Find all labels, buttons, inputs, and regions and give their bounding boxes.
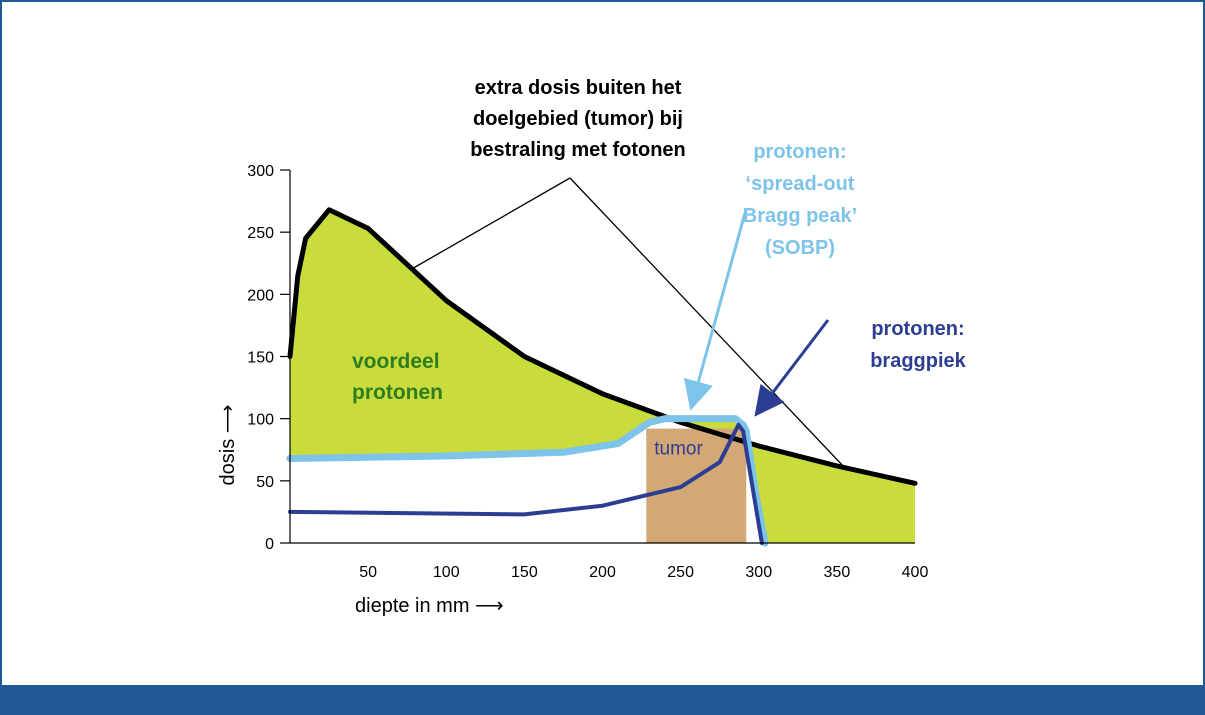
- pointer: [569, 177, 846, 469]
- x-tick-label: 400: [902, 564, 929, 581]
- annotation: extra dosis buiten het: [475, 77, 682, 99]
- y-tick-label: 100: [247, 412, 274, 429]
- pointer: [754, 319, 830, 417]
- x-tick-label: 350: [824, 564, 851, 581]
- x-tick-label: 300: [745, 564, 772, 581]
- series-line: [288, 422, 764, 545]
- annotation: ‘spread-out: [746, 173, 855, 195]
- annotation: doelgebied (tumor) bij: [473, 108, 683, 130]
- x-axis-label: diepte in mm ⟶: [355, 595, 504, 617]
- annotation: Bragg peak’: [743, 205, 857, 227]
- y-axis-label: dosis ⟶: [217, 405, 239, 486]
- pointer: [683, 212, 747, 411]
- y-tick-label: 0: [265, 536, 274, 553]
- annotation: bestraling met fotonen: [470, 139, 686, 161]
- annotation: protonen:: [871, 318, 964, 340]
- x-tick-label: 200: [589, 564, 616, 581]
- annotation: braggpiek: [870, 350, 966, 372]
- x-tick-label: 50: [359, 564, 377, 581]
- y-tick-label: 50: [256, 474, 274, 491]
- tumor-label: tumor: [654, 439, 703, 460]
- y-tick-label: 250: [247, 225, 274, 242]
- series-line: [286, 415, 769, 547]
- x-tick-label: 100: [433, 564, 460, 581]
- x-tick-label: 250: [667, 564, 694, 581]
- pointer: [409, 177, 571, 271]
- annotation: protonen: [352, 381, 443, 404]
- y-tick-label: 300: [247, 163, 274, 180]
- series-line: [287, 207, 918, 486]
- y-tick-label: 150: [247, 350, 274, 367]
- annotation: voordeel: [352, 350, 440, 373]
- annotation: protonen:: [753, 141, 846, 163]
- footer-bar: [0, 685, 1205, 715]
- y-tick-label: 200: [247, 287, 274, 304]
- tumor: [646, 428, 747, 543]
- annotation: (SOBP): [765, 237, 835, 259]
- x-tick-label: 150: [511, 564, 538, 581]
- advantage-area: [290, 209, 915, 543]
